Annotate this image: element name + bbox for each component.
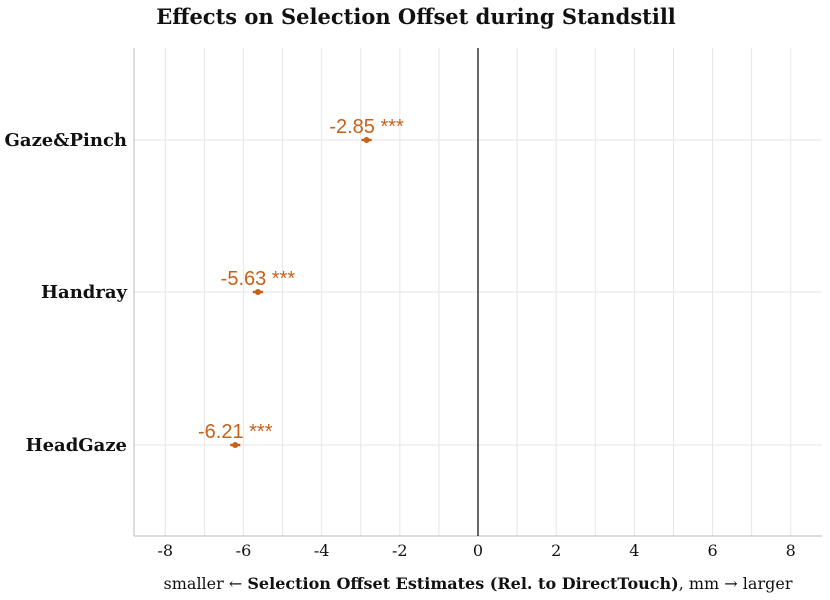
- estimate-label: -2.85 ***: [329, 116, 404, 138]
- x-tick-label: -2: [392, 541, 408, 560]
- estimate-label: -5.63 ***: [221, 268, 296, 290]
- estimate-marks: -2.85 *** -5.63 *** -6.21 ***: [198, 116, 404, 448]
- estimate-point: [363, 137, 370, 143]
- y-labels: Gaze&Pinch Handray HeadGaze: [5, 130, 128, 456]
- x-tick-label: 0: [473, 541, 483, 560]
- x-tick-label: -8: [157, 541, 173, 560]
- x-tick-label: 8: [786, 541, 796, 560]
- x-tick-label: 4: [629, 541, 639, 560]
- estimate-label: -6.21 ***: [198, 421, 273, 443]
- x-tick-label: -6: [236, 541, 252, 560]
- x-tick-label: 6: [707, 541, 717, 560]
- estimate-point: [232, 442, 239, 448]
- y-tick-label: HeadGaze: [26, 435, 127, 456]
- x-axis-label-prefix: smaller ←: [164, 574, 248, 593]
- x-tick-labels: -8 -6 -4 -2 0 2 4 6 8: [157, 541, 795, 560]
- x-tick-label: 2: [551, 541, 561, 560]
- y-tick-label: Handray: [41, 282, 127, 303]
- x-axis-label-main: Selection Offset Estimates (Rel. to Dire…: [247, 574, 678, 593]
- x-axis-label: smaller ← Selection Offset Estimates (Re…: [164, 574, 793, 593]
- chart-title: Effects on Selection Offset during Stand…: [156, 4, 676, 29]
- y-tick-label: Gaze&Pinch: [5, 130, 127, 151]
- estimate-point: [254, 289, 261, 295]
- x-tick-label: -4: [314, 541, 330, 560]
- x-axis-label-suffix: , mm → larger: [679, 574, 793, 593]
